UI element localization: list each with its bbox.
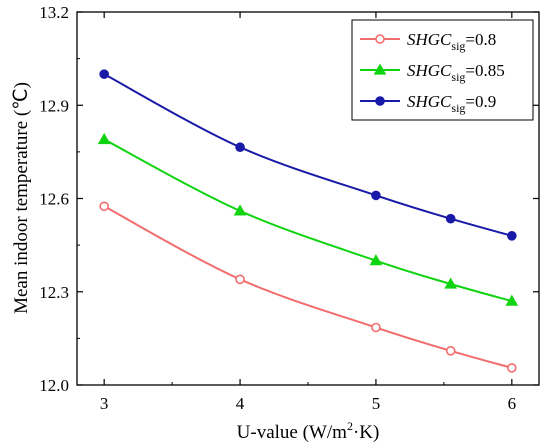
x-tick-label: 6	[508, 394, 517, 413]
legend-entry: SHGCsig=0.85	[360, 61, 505, 84]
data-point	[99, 201, 109, 212]
legend-entry: SHGCsig=0.9	[360, 92, 496, 115]
legend-marker	[375, 34, 385, 44]
legend-label-value: =0.85	[465, 61, 504, 80]
legend-label-sub: sig	[451, 39, 465, 53]
data-point	[507, 363, 517, 373]
data-point	[444, 277, 458, 289]
legend-label: SHGCsig=0.8	[407, 30, 496, 53]
data-point	[371, 322, 381, 333]
y-tick-label: 12.6	[39, 190, 69, 209]
y-tick-label: 12.3	[39, 283, 69, 302]
ticks-layer: 3 4 5 6 12.0 12.3 12.6 12.9 13.2	[39, 3, 539, 413]
x-axis-title: U-value (W/m2·K)	[237, 419, 380, 443]
y-axis-title: Mean indoor temperature (℃)	[11, 82, 32, 314]
data-point	[235, 142, 245, 153]
y-tick-label: 13.2	[39, 3, 69, 22]
legend-label-main: SHGC	[407, 30, 452, 49]
data-point	[99, 69, 109, 79]
data-point	[507, 231, 517, 241]
series-1	[99, 201, 517, 373]
x-tick-label: 4	[236, 394, 245, 413]
legend-label-sub: sig	[451, 101, 465, 115]
x-tick-label: 5	[372, 394, 381, 413]
y-tick-label: 12.0	[39, 376, 69, 395]
data-point	[97, 132, 111, 145]
y-tick-label: 12.9	[39, 96, 69, 115]
legend-label-value: =0.8	[465, 30, 496, 49]
data-point	[371, 190, 381, 201]
legend-label: SHGCsig=0.85	[407, 61, 505, 84]
data-point	[233, 204, 247, 216]
data-point	[505, 294, 519, 306]
data-point	[369, 254, 383, 266]
series-3	[99, 69, 517, 241]
x-tick-label: 3	[100, 394, 109, 413]
series-2	[97, 132, 519, 306]
legend-label-main: SHGC	[407, 92, 452, 111]
x-axis-title-suffix: ·K)	[353, 422, 379, 443]
legend-label: SHGCsig=0.9	[407, 92, 496, 115]
legend-marker	[373, 63, 387, 75]
legend-label-value: =0.9	[465, 92, 496, 111]
legend-marker	[375, 96, 385, 106]
legend-entry: SHGCsig=0.8	[360, 30, 496, 53]
legend-label-sub: sig	[451, 70, 465, 84]
series-layer	[97, 69, 519, 373]
legend-label-main: SHGC	[407, 61, 452, 80]
x-axis-title-superscript: 2	[347, 419, 353, 433]
data-point	[445, 213, 456, 224]
data-point	[445, 346, 456, 356]
data-point	[235, 274, 245, 285]
